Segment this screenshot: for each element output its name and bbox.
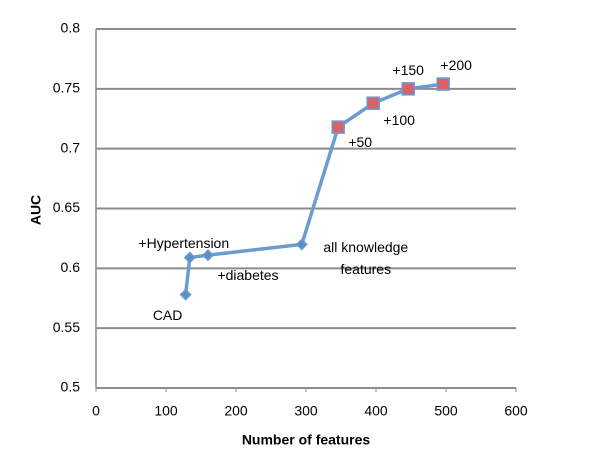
y-tick-label: 0.8: [61, 20, 81, 36]
x-tick-label: 300: [294, 403, 318, 419]
y-tick-label: 0.7: [61, 139, 81, 155]
x-tick-label: 500: [434, 403, 458, 419]
y-tick-label: 0.5: [61, 379, 81, 395]
point-label: CAD: [152, 306, 183, 323]
y-tick-label: 0.75: [53, 80, 80, 96]
point-label: +Hypertension: [138, 234, 230, 251]
y-tick-label: 0.55: [53, 319, 80, 335]
point-marker: [201, 249, 215, 262]
point-label: all knowledge features: [323, 239, 409, 278]
point-marker: [436, 77, 450, 91]
x-tick-label: 100: [154, 403, 178, 419]
x-tick-label: 400: [364, 403, 388, 419]
y-tick-label: 0.6: [61, 259, 81, 275]
point-marker: [331, 120, 345, 134]
point-marker: [183, 251, 196, 264]
point-marker: [295, 238, 308, 251]
y-tick-label: 0.65: [53, 199, 80, 215]
x-tick-label: 200: [224, 403, 248, 419]
point-marker: [179, 288, 192, 301]
y-axis-title: AUC: [28, 195, 44, 225]
point-label: +150: [392, 61, 424, 78]
point-label: +diabetes: [217, 267, 279, 284]
x-tick-label: 600: [504, 403, 528, 419]
point-label: +100: [383, 112, 415, 129]
point-label: +50: [348, 134, 373, 151]
point-label: +200: [440, 57, 472, 74]
point-marker: [401, 82, 415, 96]
x-axis-title: Number of features: [242, 432, 371, 448]
x-tick-label: 0: [92, 403, 100, 419]
point-marker: [366, 96, 380, 110]
